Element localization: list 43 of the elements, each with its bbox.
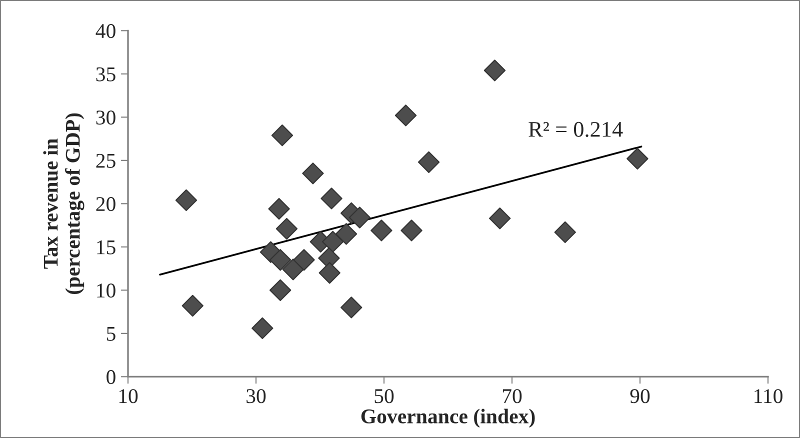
y-tick-label: 0 bbox=[106, 370, 116, 384]
point bbox=[252, 317, 274, 340]
point bbox=[484, 60, 506, 82]
point bbox=[554, 221, 576, 244]
point bbox=[322, 230, 344, 253]
point bbox=[282, 258, 304, 280]
x-tick-label: 110 bbox=[754, 389, 782, 404]
point bbox=[335, 223, 358, 245]
point bbox=[318, 262, 340, 284]
y-tick-label: 25 bbox=[96, 154, 116, 168]
point bbox=[175, 189, 198, 212]
x-tick-label: 10 bbox=[119, 389, 138, 404]
x-tick-label: 70 bbox=[502, 389, 522, 404]
point bbox=[268, 198, 290, 220]
y-tick-label: 40 bbox=[96, 24, 116, 38]
point bbox=[269, 249, 292, 271]
y-tick-label: 20 bbox=[96, 197, 116, 212]
point bbox=[302, 162, 324, 184]
x-tick-label: 50 bbox=[374, 389, 394, 404]
point bbox=[418, 151, 440, 174]
point bbox=[626, 148, 648, 170]
point bbox=[269, 279, 292, 302]
point bbox=[293, 249, 315, 271]
point bbox=[488, 208, 511, 230]
y-tick-label: 10 bbox=[97, 284, 116, 298]
y-tick-label: 5 bbox=[106, 327, 116, 341]
annotation: R² = 0.214 bbox=[528, 122, 623, 137]
y-tick-label: 35 bbox=[96, 67, 116, 82]
point bbox=[276, 218, 298, 240]
point bbox=[348, 206, 371, 228]
x-tick-label: 30 bbox=[246, 389, 266, 404]
y-axis-title: Tax revenue in (percentage of GDP) bbox=[43, 113, 84, 294]
point bbox=[394, 104, 417, 126]
point bbox=[320, 188, 342, 210]
point bbox=[271, 124, 294, 146]
point bbox=[340, 296, 362, 318]
point bbox=[370, 220, 392, 242]
x-axis-title: Governance (index) bbox=[361, 408, 535, 428]
y-tick-label: 15 bbox=[97, 240, 116, 254]
x-tick-label: 90 bbox=[630, 389, 650, 404]
y-tick-label: 30 bbox=[96, 110, 116, 125]
point bbox=[400, 220, 422, 242]
point bbox=[182, 294, 204, 317]
